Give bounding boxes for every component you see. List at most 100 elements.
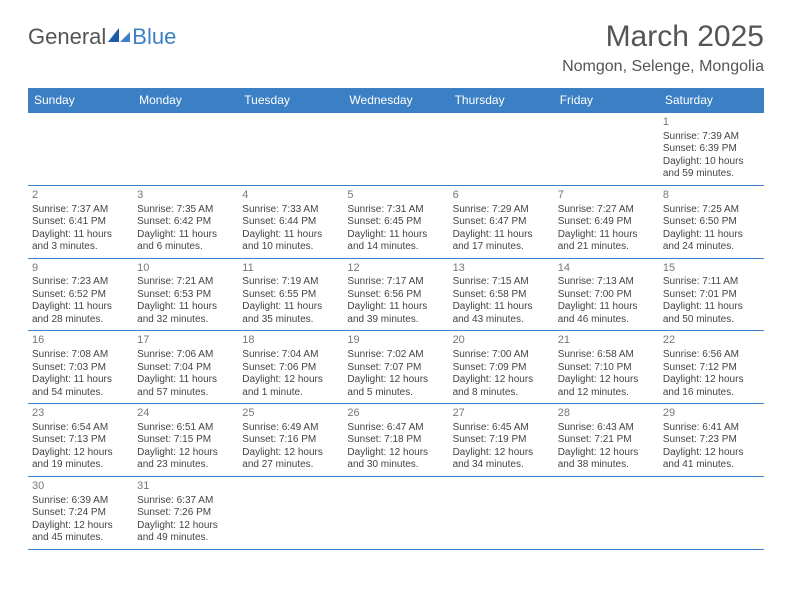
- day-info: Sunrise: 7:00 AMSunset: 7:09 PMDaylight:…: [453, 349, 550, 399]
- calendar-cell: 8Sunrise: 7:25 AMSunset: 6:50 PMDaylight…: [659, 185, 764, 258]
- day-info: Sunrise: 6:45 AMSunset: 7:19 PMDaylight:…: [453, 422, 550, 472]
- day-number: 4: [242, 189, 339, 203]
- calendar-cell: [659, 476, 764, 549]
- day-number: 2: [32, 189, 129, 203]
- calendar-cell: [238, 476, 343, 549]
- brand-logo: General Blue: [28, 20, 176, 50]
- calendar-cell: 30Sunrise: 6:39 AMSunset: 7:24 PMDayligh…: [28, 476, 133, 549]
- calendar-cell: 21Sunrise: 6:58 AMSunset: 7:10 PMDayligh…: [554, 331, 659, 404]
- calendar-row: 30Sunrise: 6:39 AMSunset: 7:24 PMDayligh…: [28, 476, 764, 549]
- calendar-cell: 3Sunrise: 7:35 AMSunset: 6:42 PMDaylight…: [133, 185, 238, 258]
- day-info: Sunrise: 7:35 AMSunset: 6:42 PMDaylight:…: [137, 204, 234, 254]
- day-number: 12: [347, 262, 444, 276]
- day-info: Sunrise: 6:37 AMSunset: 7:26 PMDaylight:…: [137, 495, 234, 545]
- calendar-row: 9Sunrise: 7:23 AMSunset: 6:52 PMDaylight…: [28, 258, 764, 331]
- calendar-cell: 12Sunrise: 7:17 AMSunset: 6:56 PMDayligh…: [343, 258, 448, 331]
- calendar-cell: [449, 476, 554, 549]
- day-info: Sunrise: 7:17 AMSunset: 6:56 PMDaylight:…: [347, 276, 444, 326]
- day-number: 30: [32, 480, 129, 494]
- day-number: 27: [453, 407, 550, 421]
- calendar-cell: [449, 113, 554, 186]
- day-info: Sunrise: 7:15 AMSunset: 6:58 PMDaylight:…: [453, 276, 550, 326]
- header: General Blue March 2025 Nomgon, Selenge,…: [28, 20, 764, 76]
- day-number: 1: [663, 116, 760, 130]
- brand-text-1: General: [28, 24, 106, 50]
- day-number: 22: [663, 334, 760, 348]
- day-number: 3: [137, 189, 234, 203]
- calendar-table: Sunday Monday Tuesday Wednesday Thursday…: [28, 88, 764, 550]
- day-info: Sunrise: 7:39 AMSunset: 6:39 PMDaylight:…: [663, 131, 760, 181]
- col-friday: Friday: [554, 88, 659, 113]
- calendar-cell: 29Sunrise: 6:41 AMSunset: 7:23 PMDayligh…: [659, 404, 764, 477]
- calendar-cell: [343, 113, 448, 186]
- col-thursday: Thursday: [449, 88, 554, 113]
- weekday-header-row: Sunday Monday Tuesday Wednesday Thursday…: [28, 88, 764, 113]
- col-saturday: Saturday: [659, 88, 764, 113]
- day-info: Sunrise: 6:39 AMSunset: 7:24 PMDaylight:…: [32, 495, 129, 545]
- calendar-cell: 6Sunrise: 7:29 AMSunset: 6:47 PMDaylight…: [449, 185, 554, 258]
- calendar-cell: [343, 476, 448, 549]
- calendar-cell: 20Sunrise: 7:00 AMSunset: 7:09 PMDayligh…: [449, 331, 554, 404]
- day-number: 20: [453, 334, 550, 348]
- day-number: 31: [137, 480, 234, 494]
- calendar-cell: 1Sunrise: 7:39 AMSunset: 6:39 PMDaylight…: [659, 113, 764, 186]
- calendar-row: 23Sunrise: 6:54 AMSunset: 7:13 PMDayligh…: [28, 404, 764, 477]
- day-info: Sunrise: 7:11 AMSunset: 7:01 PMDaylight:…: [663, 276, 760, 326]
- day-number: 16: [32, 334, 129, 348]
- calendar-cell: 22Sunrise: 6:56 AMSunset: 7:12 PMDayligh…: [659, 331, 764, 404]
- day-info: Sunrise: 7:23 AMSunset: 6:52 PMDaylight:…: [32, 276, 129, 326]
- calendar-cell: 15Sunrise: 7:11 AMSunset: 7:01 PMDayligh…: [659, 258, 764, 331]
- day-info: Sunrise: 7:25 AMSunset: 6:50 PMDaylight:…: [663, 204, 760, 254]
- col-sunday: Sunday: [28, 88, 133, 113]
- day-info: Sunrise: 7:08 AMSunset: 7:03 PMDaylight:…: [32, 349, 129, 399]
- day-info: Sunrise: 6:43 AMSunset: 7:21 PMDaylight:…: [558, 422, 655, 472]
- brand-text-2: Blue: [132, 24, 176, 50]
- calendar-row: 16Sunrise: 7:08 AMSunset: 7:03 PMDayligh…: [28, 331, 764, 404]
- day-number: 17: [137, 334, 234, 348]
- calendar-cell: 10Sunrise: 7:21 AMSunset: 6:53 PMDayligh…: [133, 258, 238, 331]
- calendar-cell: 25Sunrise: 6:49 AMSunset: 7:16 PMDayligh…: [238, 404, 343, 477]
- day-number: 15: [663, 262, 760, 276]
- day-info: Sunrise: 7:33 AMSunset: 6:44 PMDaylight:…: [242, 204, 339, 254]
- day-number: 11: [242, 262, 339, 276]
- calendar-cell: 28Sunrise: 6:43 AMSunset: 7:21 PMDayligh…: [554, 404, 659, 477]
- day-number: 26: [347, 407, 444, 421]
- day-number: 24: [137, 407, 234, 421]
- day-number: 9: [32, 262, 129, 276]
- day-number: 18: [242, 334, 339, 348]
- day-number: 14: [558, 262, 655, 276]
- day-info: Sunrise: 6:56 AMSunset: 7:12 PMDaylight:…: [663, 349, 760, 399]
- calendar-cell: 31Sunrise: 6:37 AMSunset: 7:26 PMDayligh…: [133, 476, 238, 549]
- calendar-cell: 16Sunrise: 7:08 AMSunset: 7:03 PMDayligh…: [28, 331, 133, 404]
- calendar-cell: 9Sunrise: 7:23 AMSunset: 6:52 PMDaylight…: [28, 258, 133, 331]
- day-info: Sunrise: 7:13 AMSunset: 7:00 PMDaylight:…: [558, 276, 655, 326]
- calendar-cell: 26Sunrise: 6:47 AMSunset: 7:18 PMDayligh…: [343, 404, 448, 477]
- calendar-cell: 27Sunrise: 6:45 AMSunset: 7:19 PMDayligh…: [449, 404, 554, 477]
- day-info: Sunrise: 7:06 AMSunset: 7:04 PMDaylight:…: [137, 349, 234, 399]
- calendar-cell: 2Sunrise: 7:37 AMSunset: 6:41 PMDaylight…: [28, 185, 133, 258]
- calendar-cell: [28, 113, 133, 186]
- day-info: Sunrise: 7:02 AMSunset: 7:07 PMDaylight:…: [347, 349, 444, 399]
- day-info: Sunrise: 6:49 AMSunset: 7:16 PMDaylight:…: [242, 422, 339, 472]
- day-number: 19: [347, 334, 444, 348]
- calendar-cell: 18Sunrise: 7:04 AMSunset: 7:06 PMDayligh…: [238, 331, 343, 404]
- day-number: 28: [558, 407, 655, 421]
- calendar-row: 1Sunrise: 7:39 AMSunset: 6:39 PMDaylight…: [28, 113, 764, 186]
- day-info: Sunrise: 7:27 AMSunset: 6:49 PMDaylight:…: [558, 204, 655, 254]
- location-text: Nomgon, Selenge, Mongolia: [562, 58, 764, 76]
- calendar-row: 2Sunrise: 7:37 AMSunset: 6:41 PMDaylight…: [28, 185, 764, 258]
- calendar-cell: 13Sunrise: 7:15 AMSunset: 6:58 PMDayligh…: [449, 258, 554, 331]
- col-tuesday: Tuesday: [238, 88, 343, 113]
- day-number: 23: [32, 407, 129, 421]
- day-info: Sunrise: 7:31 AMSunset: 6:45 PMDaylight:…: [347, 204, 444, 254]
- calendar-cell: 5Sunrise: 7:31 AMSunset: 6:45 PMDaylight…: [343, 185, 448, 258]
- calendar-cell: [133, 113, 238, 186]
- day-info: Sunrise: 7:21 AMSunset: 6:53 PMDaylight:…: [137, 276, 234, 326]
- calendar-cell: [554, 113, 659, 186]
- calendar-cell: 24Sunrise: 6:51 AMSunset: 7:15 PMDayligh…: [133, 404, 238, 477]
- calendar-cell: 19Sunrise: 7:02 AMSunset: 7:07 PMDayligh…: [343, 331, 448, 404]
- calendar-cell: [554, 476, 659, 549]
- day-number: 7: [558, 189, 655, 203]
- day-info: Sunrise: 6:51 AMSunset: 7:15 PMDaylight:…: [137, 422, 234, 472]
- logo-sail-icon: [108, 24, 130, 50]
